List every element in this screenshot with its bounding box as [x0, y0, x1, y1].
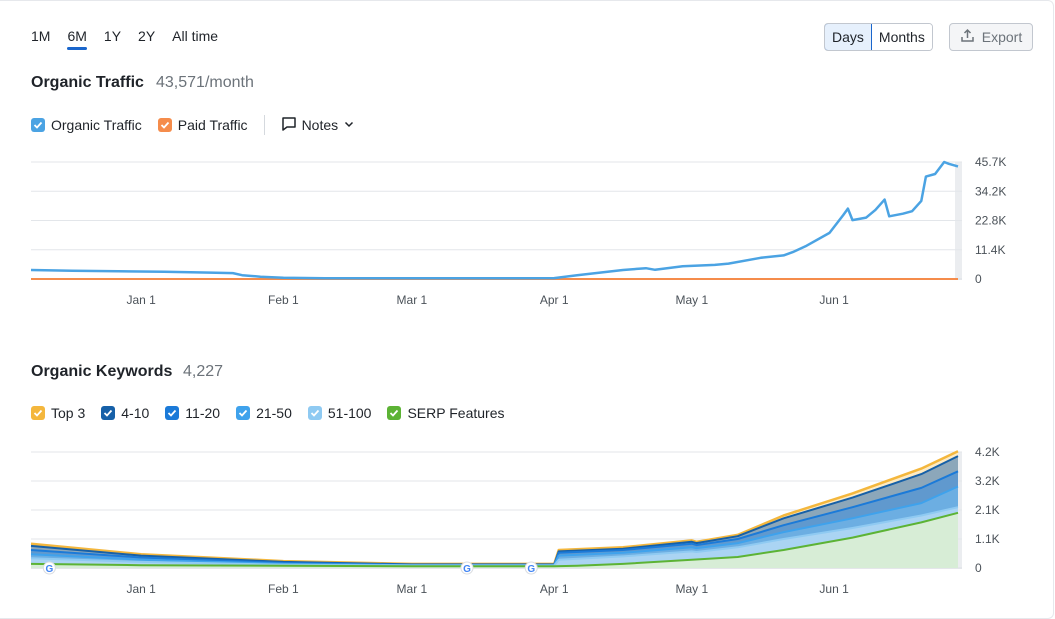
legend-label: Organic Traffic	[51, 117, 142, 133]
incomplete-period-band	[955, 162, 962, 279]
comment-icon	[281, 116, 297, 135]
y-tick-label: 0	[975, 272, 982, 286]
checkbox-icon	[101, 406, 116, 420]
google-update-marker	[524, 561, 538, 575]
legend-serp-features[interactable]: SERP Features	[387, 405, 504, 421]
x-tick-label: Feb 1	[268, 293, 299, 307]
traffic-value: 43,571/month	[156, 74, 254, 91]
y-tick-label: 4.2K	[975, 445, 1000, 459]
legend-divider	[263, 115, 265, 135]
google-update-label: G	[463, 564, 471, 575]
legend-paid-traffic[interactable]: Paid Traffic	[157, 117, 248, 133]
range-6m[interactable]: 6M	[67, 28, 88, 50]
legend-51-100[interactable]: 51-100	[307, 405, 372, 421]
x-tick-label: Jun 1	[819, 293, 849, 307]
keywords-legend: Top 3 4-10 11-20 21-50 51-100 SERP Features	[31, 405, 520, 421]
organic-traffic-chart: 45.7K 34.2K 22.8K 11.4K 0 Jan 1 Feb 1 Mar 1 Apr …	[30, 155, 1006, 307]
x-tick-label: Apr 1	[540, 293, 569, 307]
incomplete-period-band	[958, 452, 962, 568]
y-tick-label: 0	[975, 561, 982, 575]
export-button[interactable]: Export	[949, 23, 1033, 51]
x-tick-label: Feb 1	[268, 582, 299, 596]
range-1m[interactable]: 1M	[31, 28, 51, 44]
traffic-title: Organic Traffic	[31, 74, 144, 91]
x-tick-label: Jun 1	[819, 582, 849, 596]
checkbox-icon	[387, 406, 402, 420]
area-51-100	[31, 507, 958, 568]
legend-label: Paid Traffic	[177, 117, 248, 133]
upload-icon	[960, 28, 975, 46]
checkbox-icon	[236, 406, 251, 420]
notes-dropdown[interactable]: Notes	[281, 116, 356, 135]
legend-label: Top 3	[51, 405, 86, 421]
x-tick-label: Mar 1	[397, 293, 428, 307]
y-tick-label: 34.2K	[975, 184, 1006, 198]
range-1y[interactable]: 1Y	[103, 28, 122, 44]
area-serp-features	[31, 512, 958, 568]
keywords-value: 4,227	[183, 363, 224, 380]
keywords-title: Organic Keywords	[31, 363, 173, 380]
x-tick-label: May 1	[675, 582, 708, 596]
organic-traffic-line	[30, 160, 959, 280]
checkbox-icon	[31, 406, 45, 420]
legend-4-10[interactable]: 4-10	[101, 405, 149, 421]
y-tick-label: 2.1K	[975, 503, 1000, 517]
y-tick-label: 22.8K	[975, 214, 1006, 228]
google-update-marker	[42, 561, 56, 575]
export-label: Export	[981, 29, 1023, 45]
range-2y[interactable]: 2Y	[138, 28, 156, 44]
x-tick-label: May 1	[675, 293, 708, 307]
granularity-toggle: Days Months	[824, 23, 933, 51]
x-tick-label: Apr 1	[540, 582, 569, 596]
y-tick-label: 3.2K	[975, 474, 1000, 488]
legend-label: 4-10	[121, 405, 150, 421]
legend-label: 21-50	[256, 405, 292, 421]
chevron-down-icon	[343, 117, 355, 133]
legend-21-50[interactable]: 21-50	[236, 405, 292, 421]
legend-top-3[interactable]: Top 3	[31, 405, 85, 421]
legend-label: 11-20	[185, 405, 221, 421]
x-tick-label: Jan 1	[126, 293, 156, 307]
x-tick-label: Jan 1	[126, 582, 156, 596]
legend-11-20[interactable]: 11-20	[165, 405, 220, 421]
traffic-legend: Organic Traffic Paid Traffic Notes	[31, 115, 355, 135]
checkbox-icon	[165, 406, 180, 420]
google-update-marker	[460, 561, 474, 575]
legend-label: 51-100	[327, 405, 372, 421]
legend-label: SERP Features	[407, 405, 505, 421]
months-button[interactable]: Months	[871, 24, 932, 50]
x-tick-label: Mar 1	[397, 582, 428, 596]
google-update-label: G	[527, 564, 535, 575]
y-tick-label: 45.7K	[975, 155, 1006, 169]
organic-keywords-chart: 4.2K 3.2K 2.1K 1.1K 0 Jan 1 Feb 1 Mar 1 Apr 1 May…	[30, 445, 1000, 596]
google-update-label: G	[45, 564, 53, 575]
notes-label: Notes	[301, 117, 339, 133]
line-serp-features	[30, 511, 959, 568]
y-tick-label: 1.1K	[975, 532, 1000, 546]
y-tick-label: 11.4K	[975, 243, 1005, 257]
legend-organic-traffic[interactable]: Organic Traffic	[31, 117, 142, 133]
checkbox-icon	[307, 406, 322, 420]
days-button[interactable]: Days	[824, 24, 872, 50]
checkbox-icon	[31, 118, 45, 132]
range-all-time[interactable]: All time	[172, 28, 219, 44]
date-range-tabs: 1M 6M 1Y 2Y All time	[31, 28, 235, 50]
checkbox-icon	[157, 118, 172, 132]
